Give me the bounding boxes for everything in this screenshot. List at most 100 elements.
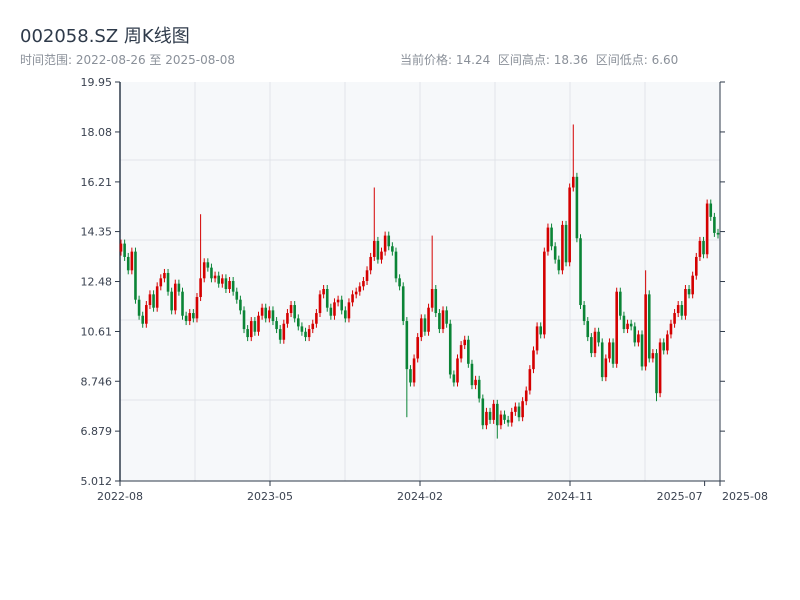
candle-down	[166, 272, 170, 292]
candle-up	[510, 411, 514, 423]
candle-up	[532, 350, 535, 370]
candle-up	[213, 275, 217, 279]
candle-up	[684, 289, 687, 316]
candle-up	[145, 305, 148, 324]
candle-up	[202, 262, 206, 279]
candle-down	[709, 203, 713, 217]
candle-up	[615, 291, 618, 364]
candle-up	[148, 294, 152, 306]
candle-down	[123, 243, 126, 257]
y-tick-label: 6.879	[81, 425, 113, 438]
candle-up	[593, 331, 597, 354]
candle-down	[253, 321, 257, 332]
candle-down	[438, 313, 441, 330]
candle-down	[271, 310, 275, 322]
candle-up	[307, 329, 311, 338]
candle-down	[445, 310, 448, 324]
candle-down	[170, 291, 173, 311]
candle-down	[376, 240, 380, 260]
candle-down	[687, 289, 691, 295]
candle-down	[217, 275, 220, 284]
candle-down	[434, 289, 438, 314]
candle-up	[163, 272, 166, 279]
candle-up	[380, 251, 383, 260]
candle-down	[633, 326, 637, 343]
candle-up	[499, 414, 503, 426]
x-tick-label: 2025-08	[722, 490, 768, 503]
candle-down	[579, 238, 582, 306]
candle-down	[629, 323, 633, 327]
candle-down	[448, 323, 452, 375]
candle-down	[409, 369, 412, 383]
candle-up	[372, 240, 376, 257]
candle-down	[619, 291, 622, 316]
y-tick-label: 16.21	[81, 176, 113, 189]
x-tick-label: 2022-08	[97, 490, 143, 503]
candle-up	[228, 280, 231, 290]
candle-up	[521, 401, 524, 418]
range-low: 区间低点: 6.60	[595, 53, 679, 67]
candle-up	[333, 302, 336, 316]
y-tick-label: 5.012	[81, 475, 113, 488]
price-stats: 当前价格: 14.24 区间高点: 18.36 区间低点: 6.60	[400, 51, 678, 68]
candle-down	[242, 310, 246, 330]
candle-down	[503, 414, 506, 420]
candle-up	[485, 411, 488, 426]
candle-down	[126, 256, 130, 271]
candle-down	[477, 379, 481, 399]
candle-up	[698, 240, 702, 257]
candle-up	[651, 353, 655, 359]
candle-up	[322, 289, 325, 295]
candle-up	[608, 342, 611, 359]
candle-up	[430, 289, 434, 308]
candle-down	[275, 321, 278, 330]
candle-down	[622, 315, 626, 330]
candle-down	[192, 313, 195, 319]
candle-up	[282, 323, 286, 340]
candle-up	[289, 305, 293, 314]
candle-down	[506, 419, 510, 423]
y-tick-label: 8.746	[81, 375, 113, 388]
date-range: 时间范围: 2022-08-26 至 2025-08-08	[20, 53, 235, 67]
candle-down	[647, 294, 651, 359]
x-tick-label: 2024-02	[397, 490, 443, 503]
candle-up	[311, 323, 315, 330]
candle-up	[336, 299, 340, 303]
candle-down	[184, 315, 188, 322]
candle-down	[177, 283, 181, 292]
candle-down	[141, 315, 145, 324]
candle-up	[155, 286, 159, 308]
candle-up	[195, 297, 199, 319]
candle-up	[514, 406, 517, 412]
candle-down	[278, 329, 282, 340]
candle-up	[315, 313, 318, 324]
candle-up	[351, 294, 354, 303]
candle-down	[329, 307, 333, 316]
candle-down	[553, 246, 557, 260]
candle-down	[134, 251, 137, 300]
candle-down	[713, 216, 716, 233]
candle-up	[676, 305, 680, 314]
candle-up	[427, 307, 430, 332]
candle-down	[716, 232, 720, 235]
candle-down	[662, 342, 666, 351]
candle-down	[340, 299, 344, 311]
x-tick-label: 2025-07	[657, 490, 703, 503]
range-high: 区间高点: 18.36	[497, 53, 589, 67]
candle-down	[344, 310, 347, 319]
candle-down	[582, 305, 586, 322]
candle-up	[318, 294, 322, 314]
candle-up	[546, 227, 550, 252]
candle-down	[181, 291, 184, 316]
candle-up	[260, 307, 264, 316]
candle-down	[640, 334, 644, 367]
candle-up	[644, 294, 647, 367]
candle-down	[680, 305, 684, 316]
candle-down	[495, 403, 499, 426]
candle-up	[119, 243, 123, 252]
candle-down	[423, 318, 427, 332]
candle-up	[705, 203, 709, 255]
candle-up	[420, 318, 423, 338]
candle-down	[206, 262, 210, 268]
candle-up	[456, 358, 459, 383]
